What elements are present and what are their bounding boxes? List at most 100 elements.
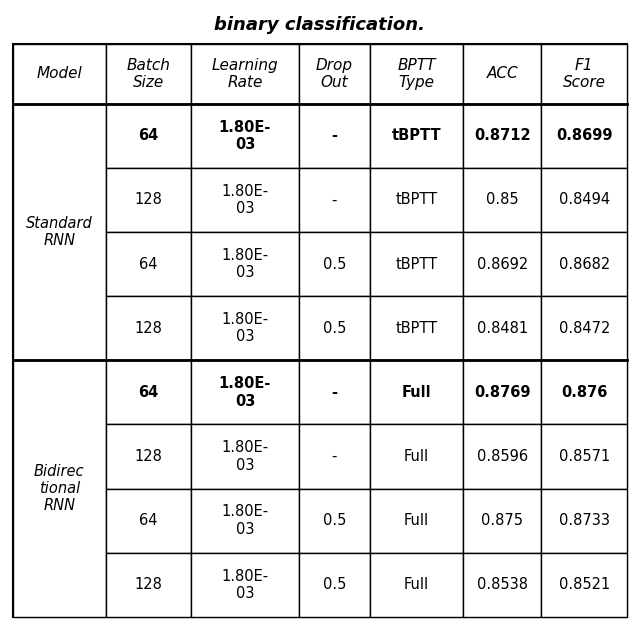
- Bar: [106, 488, 191, 553]
- Bar: [541, 488, 627, 553]
- Bar: [370, 44, 463, 104]
- Bar: [463, 360, 541, 424]
- Text: 0.5: 0.5: [323, 257, 346, 272]
- Bar: [299, 296, 370, 360]
- Text: 0.8538: 0.8538: [477, 577, 527, 592]
- Bar: [463, 488, 541, 553]
- Text: Learning
Rate: Learning Rate: [212, 57, 278, 90]
- Bar: [541, 232, 627, 296]
- Text: 1.80E-
03: 1.80E- 03: [221, 505, 269, 537]
- Text: Full: Full: [404, 513, 429, 528]
- Bar: [299, 553, 370, 617]
- Text: -: -: [332, 128, 337, 143]
- Text: 0.5: 0.5: [323, 513, 346, 528]
- Text: 0.8712: 0.8712: [474, 128, 531, 143]
- Text: 0.8733: 0.8733: [559, 513, 610, 528]
- Bar: [13, 104, 106, 360]
- Bar: [463, 44, 541, 104]
- Bar: [13, 360, 106, 617]
- Text: 0.8682: 0.8682: [559, 257, 610, 272]
- Text: 128: 128: [134, 577, 163, 592]
- Bar: [463, 553, 541, 617]
- Bar: [370, 360, 463, 424]
- Bar: [463, 168, 541, 232]
- Bar: [541, 424, 627, 488]
- Text: Model: Model: [36, 66, 82, 81]
- Bar: [463, 424, 541, 488]
- Text: Batch
Size: Batch Size: [127, 57, 170, 90]
- Text: 128: 128: [134, 193, 163, 207]
- Bar: [106, 553, 191, 617]
- Text: 1.80E-
03: 1.80E- 03: [221, 312, 269, 345]
- Text: F1
Score: F1 Score: [563, 57, 606, 90]
- Bar: [106, 360, 191, 424]
- Text: Full: Full: [404, 449, 429, 464]
- Text: 0.8481: 0.8481: [477, 321, 528, 336]
- Text: tBPTT: tBPTT: [396, 257, 438, 272]
- Bar: [370, 104, 463, 168]
- Bar: [463, 296, 541, 360]
- Bar: [370, 424, 463, 488]
- Bar: [541, 44, 627, 104]
- Bar: [370, 296, 463, 360]
- Text: BPTT
Type: BPTT Type: [397, 57, 436, 90]
- Text: -: -: [332, 449, 337, 464]
- Text: 0.8571: 0.8571: [559, 449, 610, 464]
- Text: 1.80E-
03: 1.80E- 03: [221, 184, 269, 216]
- Bar: [191, 44, 299, 104]
- Text: 0.8472: 0.8472: [559, 321, 610, 336]
- Bar: [191, 488, 299, 553]
- Text: 128: 128: [134, 321, 163, 336]
- Text: tBPTT: tBPTT: [396, 321, 438, 336]
- Text: 0.85: 0.85: [486, 193, 518, 207]
- Bar: [541, 168, 627, 232]
- Bar: [13, 44, 106, 104]
- Bar: [370, 168, 463, 232]
- Text: 0.5: 0.5: [323, 577, 346, 592]
- Bar: [106, 296, 191, 360]
- Bar: [299, 232, 370, 296]
- Bar: [106, 104, 191, 168]
- Bar: [370, 553, 463, 617]
- Bar: [191, 104, 299, 168]
- Bar: [370, 232, 463, 296]
- Text: 0.8769: 0.8769: [474, 385, 531, 400]
- Text: 128: 128: [134, 449, 163, 464]
- Text: Full: Full: [404, 577, 429, 592]
- Bar: [541, 360, 627, 424]
- Bar: [541, 104, 627, 168]
- Text: 64: 64: [138, 385, 159, 400]
- Text: Bidirec
tional
RNN: Bidirec tional RNN: [34, 464, 84, 513]
- Bar: [191, 360, 299, 424]
- Bar: [191, 553, 299, 617]
- Text: 64: 64: [138, 128, 159, 143]
- Bar: [106, 168, 191, 232]
- Text: Drop
Out: Drop Out: [316, 57, 353, 90]
- Text: 0.8521: 0.8521: [559, 577, 610, 592]
- Text: 64: 64: [140, 257, 158, 272]
- Text: tBPTT: tBPTT: [396, 193, 438, 207]
- Text: 0.875: 0.875: [481, 513, 523, 528]
- Bar: [299, 44, 370, 104]
- Text: 64: 64: [140, 513, 158, 528]
- Bar: [191, 424, 299, 488]
- Bar: [299, 488, 370, 553]
- Bar: [299, 168, 370, 232]
- Bar: [106, 424, 191, 488]
- Bar: [370, 488, 463, 553]
- Text: 0.8596: 0.8596: [477, 449, 528, 464]
- Text: -: -: [332, 385, 337, 400]
- Text: Standard
RNN: Standard RNN: [26, 216, 93, 248]
- Text: 1.80E-
03: 1.80E- 03: [221, 569, 269, 601]
- Text: Full: Full: [402, 385, 431, 400]
- Bar: [106, 44, 191, 104]
- Bar: [541, 296, 627, 360]
- Bar: [299, 104, 370, 168]
- Text: 0.876: 0.876: [561, 385, 607, 400]
- Bar: [463, 104, 541, 168]
- Text: tBPTT: tBPTT: [392, 128, 441, 143]
- Text: -: -: [332, 193, 337, 207]
- Bar: [541, 553, 627, 617]
- Text: 1.80E-
03: 1.80E- 03: [219, 120, 271, 152]
- Bar: [463, 232, 541, 296]
